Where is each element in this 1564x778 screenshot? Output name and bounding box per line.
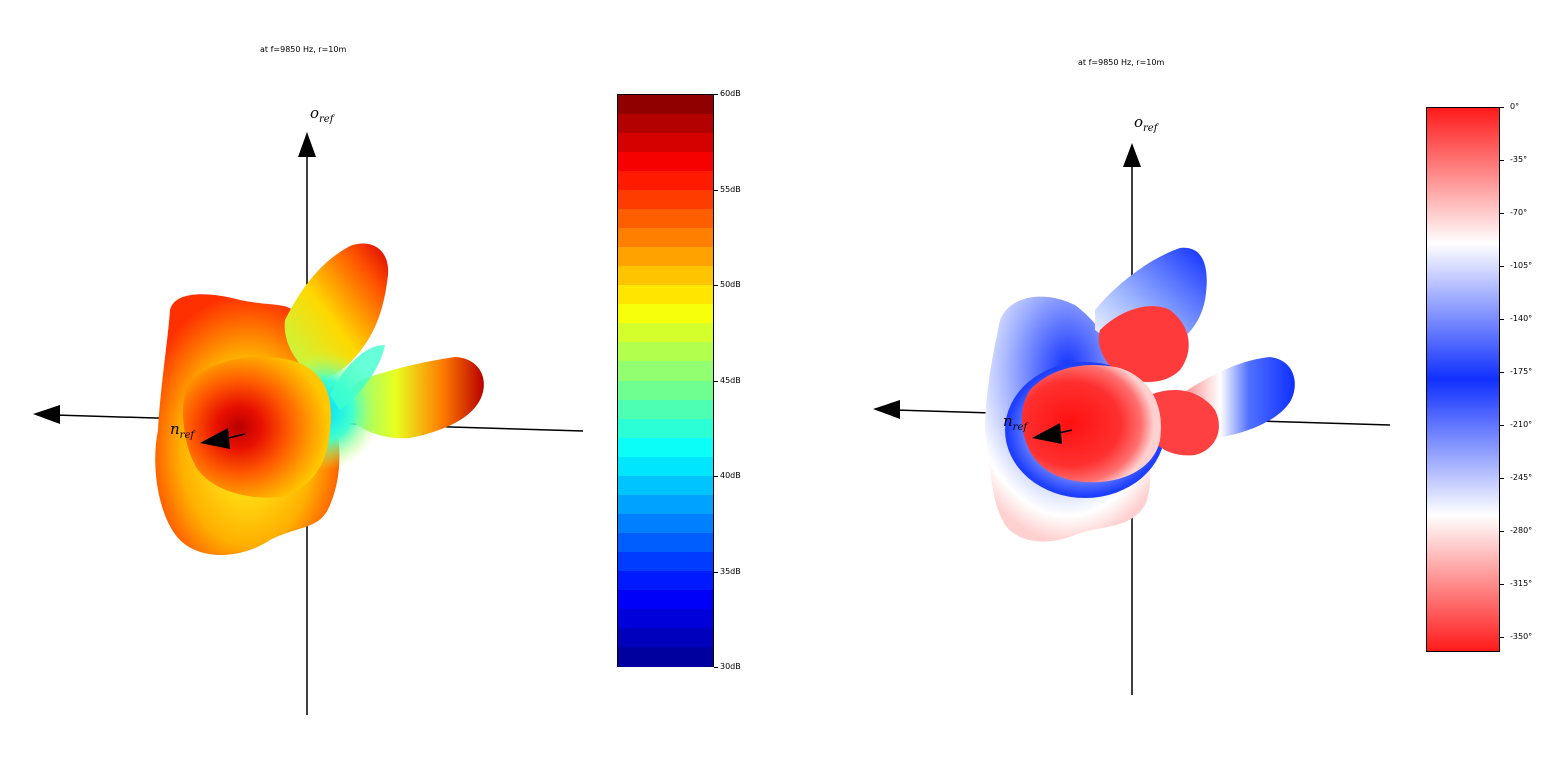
colorbar-level <box>618 570 713 591</box>
colorbar-level <box>618 133 713 153</box>
colorbar-level <box>618 171 713 191</box>
colorbar-level <box>618 361 713 382</box>
left-axis-arrowhead <box>33 405 60 424</box>
colorbar-tick-label: 30dB <box>720 662 741 671</box>
colorbar-level <box>618 342 713 363</box>
colorbar-tick-label: -350° <box>1510 631 1533 641</box>
colorbar-level <box>618 532 713 553</box>
up-axis-arrowhead <box>298 132 316 157</box>
colorbar-tick-label: 60dB <box>720 89 741 98</box>
phase-reference-arrow-head <box>1032 423 1062 444</box>
colorbar-level <box>618 285 713 305</box>
colorbar-level <box>618 418 713 439</box>
left-axis-label: nref <box>170 420 195 441</box>
colorbar-tick-mark <box>714 571 718 573</box>
colorbar-level <box>618 304 713 324</box>
colorbar-level <box>618 608 713 629</box>
colorbar-tick-label: 45dB <box>720 375 741 385</box>
colorbar-tick-label: -35° <box>1510 154 1528 164</box>
colorbar-tick-mark <box>1500 107 1504 108</box>
colorbar-tick-label: -175° <box>1510 366 1533 376</box>
colorbar-tick-label: 50dB <box>720 280 741 289</box>
colorbar-level <box>618 551 713 572</box>
colorbar-tick-mark <box>1500 477 1504 479</box>
phase-up-axis-label: oref <box>1134 113 1158 134</box>
phase-left-axis-label: nref <box>1003 412 1028 433</box>
colorbar-tick-mark <box>714 94 718 95</box>
reference-arrow-head <box>200 428 230 449</box>
colorbar-level <box>618 475 713 496</box>
colorbar-level <box>618 589 713 610</box>
colorbar-level <box>618 627 713 648</box>
colorbar-level <box>618 380 713 401</box>
phase-title: at f=9850 Hz, r=10m <box>1078 58 1165 67</box>
colorbar-level <box>618 114 713 134</box>
up-axis-label: oref <box>310 104 334 125</box>
magnitude-upper-lobe <box>284 243 389 380</box>
colorbar-tick-mark <box>1500 583 1504 585</box>
colorbar-level <box>618 323 713 344</box>
colorbar-tick-label: -245° <box>1510 472 1533 482</box>
colorbar-tick-mark <box>1500 424 1504 426</box>
magnitude-colorbar <box>617 94 714 667</box>
colorbar-tick-mark <box>714 285 718 286</box>
colorbar-tick-label: -105° <box>1510 260 1533 270</box>
phase-up-axis-arrowhead <box>1123 143 1141 167</box>
colorbar-tick-mark <box>1500 636 1504 638</box>
magnitude-small-lobe <box>330 345 385 410</box>
phase-colorbar <box>1426 107 1500 652</box>
colorbar-level <box>618 247 713 267</box>
colorbar-level <box>618 646 713 667</box>
colorbar-tick-mark <box>714 667 718 668</box>
colorbar-tick-label: 55dB <box>720 184 741 194</box>
magnitude-front-lobe <box>183 356 331 498</box>
colorbar-level <box>618 494 713 515</box>
colorbar-level <box>618 266 713 286</box>
colorbar-tick-label: -70° <box>1510 207 1528 217</box>
colorbar-level <box>618 399 713 420</box>
magnitude-title: at f=9850 Hz, r=10m <box>260 45 347 54</box>
colorbar-level <box>618 209 713 229</box>
colorbar-tick-mark <box>1500 530 1504 532</box>
colorbar-tick-label: -280° <box>1510 525 1533 535</box>
colorbar-tick-mark <box>714 189 718 191</box>
colorbar-tick-label: -315° <box>1510 578 1533 588</box>
colorbar-tick-mark <box>1500 212 1504 214</box>
colorbar-level <box>618 456 713 477</box>
colorbar-tick-label: -140° <box>1510 313 1533 323</box>
colorbar-tick-mark <box>1500 265 1504 267</box>
phase-left-axis-arrowhead <box>873 400 900 419</box>
phase-red-upper-lobe <box>1098 306 1189 382</box>
colorbar-tick-mark <box>714 380 718 382</box>
magnitude-right-lobe <box>347 357 484 439</box>
colorbar-tick-label: 35dB <box>720 566 741 576</box>
colorbar-tick-label: 0° <box>1510 102 1520 111</box>
phase-red-right-lobe <box>1145 390 1219 456</box>
colorbar-tick-mark <box>1500 371 1504 373</box>
colorbar-level <box>618 95 713 115</box>
colorbar-level <box>618 228 713 248</box>
colorbar-level <box>618 152 713 172</box>
colorbar-tick-mark <box>714 476 718 477</box>
colorbar-level <box>618 513 713 534</box>
colorbar-tick-mark <box>1500 318 1504 320</box>
colorbar-tick-label: 40dB <box>720 471 741 480</box>
colorbar-level <box>618 190 713 210</box>
colorbar-tick-label: -210° <box>1510 419 1533 429</box>
colorbar-tick-mark <box>1500 159 1504 161</box>
colorbar-level <box>618 437 713 458</box>
phase-red-core <box>1021 364 1161 483</box>
